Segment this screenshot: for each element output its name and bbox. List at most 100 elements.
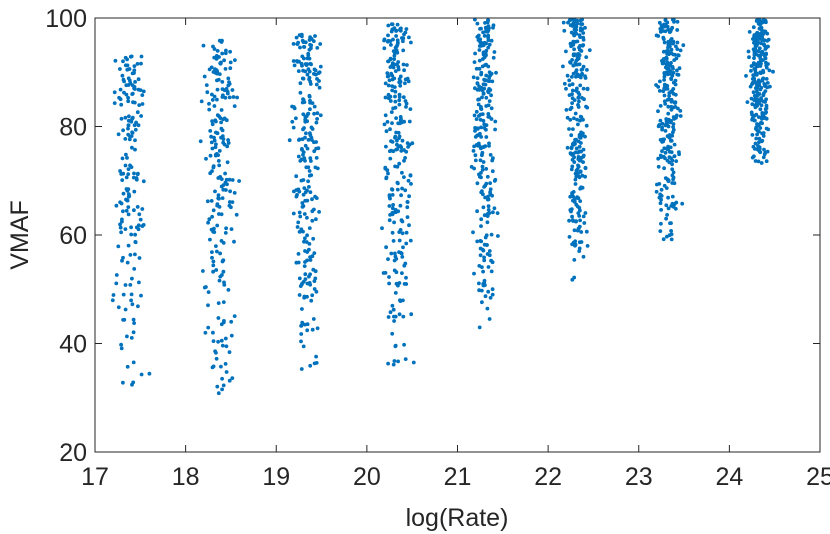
- scatter-point: [745, 100, 750, 104]
- scatter-point: [204, 83, 209, 87]
- scatter-point: [668, 70, 673, 75]
- scatter-point: [126, 167, 131, 172]
- scatter-point: [665, 60, 670, 65]
- scatter-point: [216, 391, 221, 396]
- scatter-point: [407, 194, 411, 199]
- scatter-point: [300, 201, 305, 205]
- scatter-point: [390, 22, 395, 27]
- scatter-point: [209, 140, 214, 145]
- scatter-point: [130, 276, 134, 281]
- scatter-point: [747, 30, 752, 34]
- scatter-point: [314, 120, 319, 125]
- scatter-point: [669, 221, 673, 226]
- scatter-point: [484, 181, 489, 186]
- scatter-point: [213, 145, 218, 150]
- scatter-point: [300, 307, 304, 311]
- scatter-point: [386, 33, 390, 38]
- scatter-point: [491, 25, 495, 30]
- scatter-point: [301, 152, 305, 157]
- scatter-point: [575, 204, 580, 209]
- scatter-point: [657, 182, 662, 186]
- scatter-point: [386, 96, 391, 101]
- scatter-point: [291, 125, 296, 130]
- scatter-point: [577, 249, 582, 254]
- scatter-point: [480, 88, 485, 93]
- scatter-point: [211, 269, 216, 274]
- scatter-point: [390, 331, 395, 336]
- scatter-point: [216, 159, 221, 163]
- scatter-point: [217, 163, 222, 168]
- scatter-point: [657, 89, 662, 93]
- scatter-point: [485, 212, 490, 216]
- scatter-point: [483, 283, 487, 287]
- scatter-point: [664, 122, 669, 126]
- scatter-point: [567, 78, 572, 83]
- scatter-point: [761, 93, 766, 98]
- scatter-point: [215, 384, 220, 389]
- scatter-point: [294, 174, 299, 179]
- scatter-point: [659, 208, 663, 212]
- scatter-point: [490, 79, 495, 84]
- scatter-point: [763, 111, 768, 115]
- scatter-point: [403, 30, 408, 35]
- scatter-point: [395, 187, 400, 192]
- scatter-point: [124, 152, 128, 157]
- scatter-point: [574, 24, 579, 29]
- scatter-point: [229, 333, 234, 338]
- scatter-point: [126, 243, 131, 248]
- scatter-point: [390, 230, 395, 235]
- x-tick-label: 22: [534, 463, 562, 491]
- scatter-point: [486, 265, 491, 269]
- scatter-point: [294, 188, 299, 192]
- scatter-point: [237, 179, 242, 183]
- scatter-point: [757, 46, 762, 51]
- scatter-point: [401, 62, 406, 67]
- scatter-point: [308, 133, 313, 138]
- scatter-point: [403, 99, 408, 103]
- scatter-point: [567, 127, 571, 131]
- scatter-point: [212, 230, 217, 235]
- scatter-point: [759, 41, 763, 46]
- scatter-point: [296, 154, 301, 159]
- scatter-point: [312, 361, 317, 366]
- scatter-point: [486, 79, 491, 83]
- scatter-point: [760, 121, 764, 126]
- scatter-point: [487, 42, 492, 47]
- scatter-point: [393, 251, 397, 256]
- scatter-point: [299, 367, 304, 371]
- scatter-point: [292, 63, 297, 68]
- scatter-point: [568, 208, 573, 212]
- scatter-point: [486, 115, 491, 119]
- scatter-point: [570, 214, 574, 219]
- scatter-point: [491, 55, 496, 60]
- scatter-point: [669, 237, 674, 242]
- scatter-point: [675, 40, 680, 45]
- scatter-point: [214, 68, 219, 72]
- scatter-point: [765, 85, 770, 90]
- scatter-point: [659, 187, 664, 192]
- scatter-point: [575, 21, 580, 26]
- scatter-point: [314, 156, 319, 160]
- scatter-point: [120, 178, 125, 183]
- scatter-point: [126, 205, 131, 210]
- scatter-point: [210, 98, 215, 102]
- scatter-point: [386, 171, 390, 176]
- scatter-point: [756, 49, 761, 54]
- scatter-point: [481, 145, 486, 150]
- scatter-point: [408, 238, 413, 243]
- scatter-point: [674, 159, 679, 164]
- x-tick-label: 23: [625, 463, 653, 491]
- scatter-point: [487, 317, 492, 321]
- scatter-point: [393, 135, 397, 140]
- scatter-point: [659, 194, 664, 198]
- scatter-point: [486, 45, 491, 50]
- scatter-point: [213, 189, 217, 194]
- scatter-point: [407, 223, 411, 228]
- scatter-point: [483, 294, 488, 299]
- scatter-point: [140, 207, 145, 211]
- scatter-point: [298, 90, 303, 95]
- scatter-point: [569, 146, 574, 151]
- scatter-point: [209, 199, 214, 203]
- scatter-point: [756, 115, 761, 119]
